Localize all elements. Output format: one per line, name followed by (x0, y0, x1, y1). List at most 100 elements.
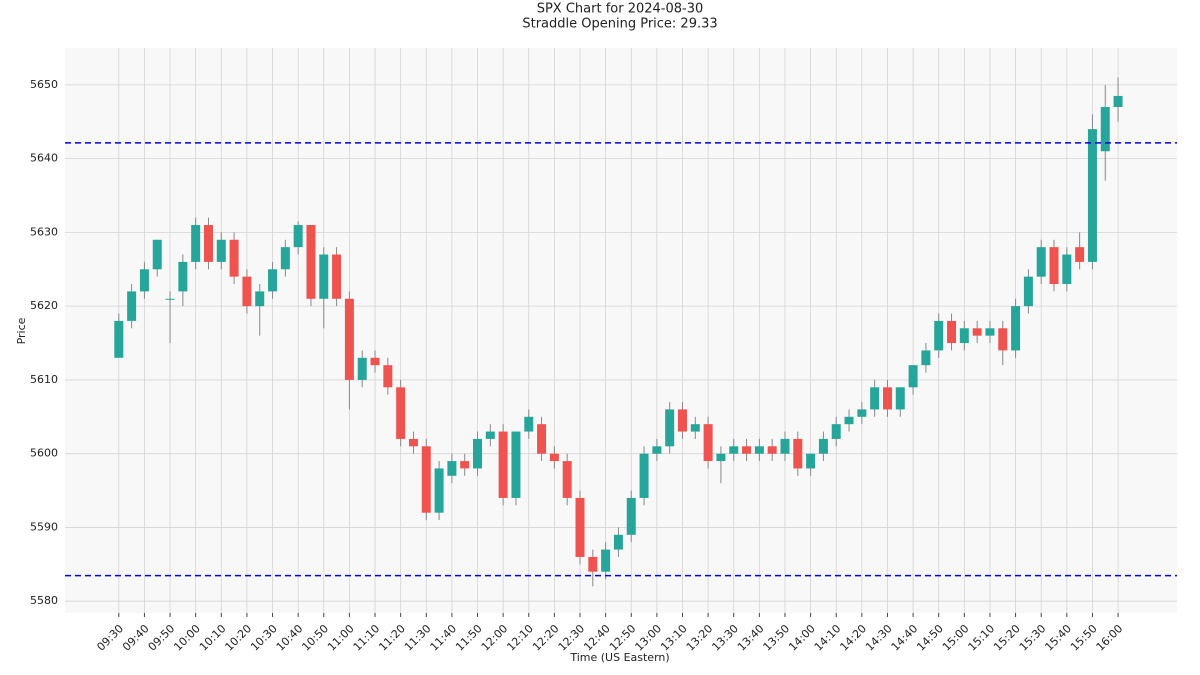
x-tick-label: 09:50 (146, 622, 178, 654)
x-tick-label: 15:10 (966, 622, 998, 654)
candle-body (729, 446, 739, 454)
candle-body (1049, 247, 1059, 285)
candle-body (767, 446, 777, 454)
x-tick-label: 14:00 (786, 622, 818, 654)
x-tick-label: 11:20 (376, 622, 408, 654)
y-tick-label: 5630 (30, 225, 58, 238)
candle-body (524, 416, 534, 432)
candle-body (703, 424, 713, 462)
candle-body (998, 328, 1008, 351)
y-tick-label: 5620 (30, 299, 58, 312)
candle-body (870, 387, 880, 410)
candle-body (178, 261, 188, 292)
x-tick-label: 12:40 (581, 622, 613, 654)
y-tick-label: 5650 (30, 78, 58, 91)
candle-body (408, 438, 418, 447)
candle-body (383, 365, 393, 388)
candle-body (626, 497, 636, 535)
x-tick-label: 15:20 (991, 622, 1023, 654)
candle-body (396, 387, 406, 439)
x-tick-label: 11:10 (351, 622, 383, 654)
candle-body (255, 291, 265, 307)
candle-body (139, 269, 149, 292)
x-tick-label: 11:00 (325, 622, 357, 654)
candle-body (434, 468, 444, 513)
candle-body (473, 438, 483, 469)
candle-body (1023, 276, 1033, 307)
x-tick-label: 12:10 (504, 622, 536, 654)
x-tick-label: 12:20 (530, 622, 562, 654)
candle-body (191, 225, 201, 262)
x-tick-label: 10:40 (274, 622, 306, 654)
candle-body (947, 320, 957, 344)
candle-body (357, 357, 367, 380)
x-tick-label: 10:30 (248, 622, 280, 654)
candle-body (972, 328, 982, 336)
candle-body (203, 225, 213, 262)
candle-body (498, 431, 508, 498)
x-tick-label: 15:30 (1017, 622, 1049, 654)
candle-body (242, 276, 252, 307)
candle-body (549, 453, 559, 462)
x-tick-label: 10:00 (171, 622, 203, 654)
candle-body (780, 438, 790, 454)
x-tick-label: 09:40 (120, 622, 152, 654)
x-tick-label: 13:20 (684, 622, 716, 654)
x-tick-label: 10:50 (299, 622, 331, 654)
x-tick-label: 13:30 (709, 622, 741, 654)
candle-body (229, 239, 239, 277)
x-tick-label: 15:50 (1068, 622, 1100, 654)
candle-body (152, 239, 162, 270)
candle-body (421, 446, 431, 513)
candle-body (1087, 129, 1097, 262)
candle-body (908, 365, 918, 388)
candle-body (818, 438, 828, 454)
x-tick-label: 16:00 (1094, 622, 1126, 654)
x-tick-label: 13:10 (658, 622, 690, 654)
x-tick-label: 11:30 (402, 622, 434, 654)
x-tick-label: 09:30 (94, 622, 126, 654)
candle-body (895, 387, 905, 410)
x-tick-label: 14:10 (812, 622, 844, 654)
candle-body (831, 424, 841, 439)
candle-body (742, 446, 752, 454)
x-tick-label: 15:00 (940, 622, 972, 654)
candle-body (1036, 247, 1046, 277)
candle-body (485, 431, 495, 439)
candle-body (793, 438, 803, 469)
plot-area (65, 48, 1177, 613)
x-tick-label: 12:50 (607, 622, 639, 654)
x-tick-label: 11:50 (453, 622, 485, 654)
candle-body (754, 446, 764, 454)
candle-body (319, 254, 329, 299)
x-tick-label: 14:20 (837, 622, 869, 654)
x-tick-label: 12:00 (479, 622, 511, 654)
candle-body (268, 269, 278, 292)
candle-body (1113, 95, 1123, 108)
chart-subtitle: Straddle Opening Price: 29.33 (522, 17, 717, 32)
candle-body (293, 225, 303, 248)
x-tick-label: 10:10 (197, 622, 229, 654)
y-tick-label: 5590 (30, 520, 58, 533)
candle-body (716, 453, 726, 462)
x-axis-label: Time (US Eastern) (569, 651, 669, 664)
y-tick-label: 5640 (30, 152, 58, 165)
y-tick-label: 5600 (30, 447, 58, 460)
candle-body (280, 247, 290, 270)
candle-body (921, 350, 931, 366)
candle-body (613, 534, 623, 550)
candle-body (1100, 107, 1110, 152)
x-tick-label: 11:40 (428, 622, 460, 654)
candle-body (447, 461, 457, 476)
candle-body (344, 298, 354, 380)
x-tick-label: 12:30 (556, 622, 588, 654)
candle-body (332, 254, 342, 299)
chart-title: SPX Chart for 2024-08-30 (537, 2, 704, 17)
candle-body (677, 409, 687, 432)
candle-body (1062, 254, 1072, 285)
candle-body (306, 225, 316, 299)
candle-body (652, 446, 662, 454)
x-tick-label: 10:20 (223, 622, 255, 654)
candle-body (460, 461, 470, 469)
